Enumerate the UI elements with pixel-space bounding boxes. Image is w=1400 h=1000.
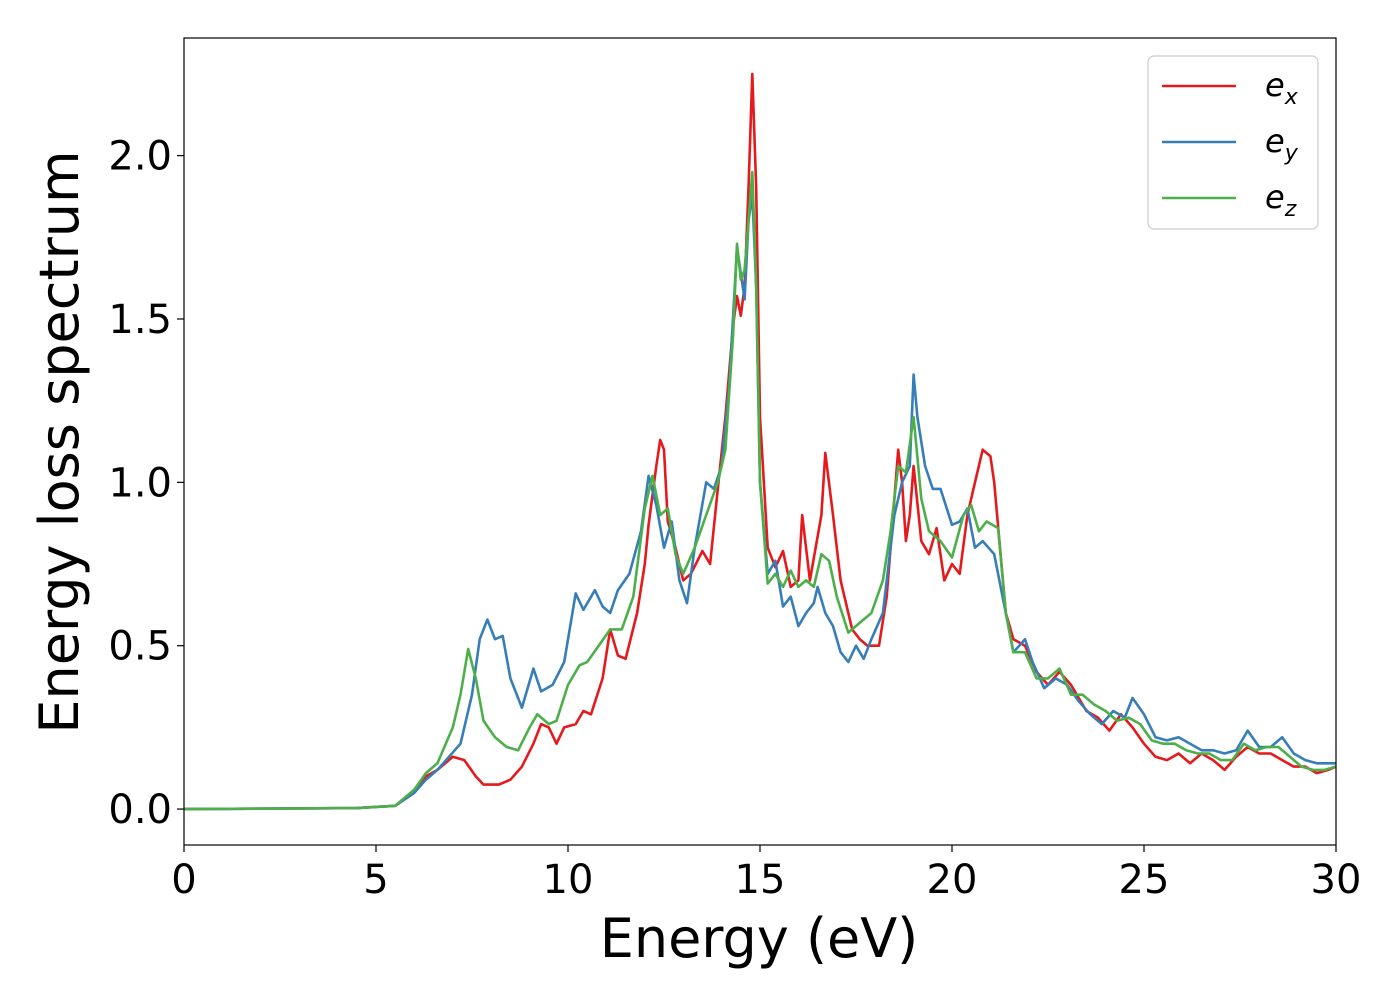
series-line-ez bbox=[184, 170, 1336, 811]
y-tick-label: 0.0 bbox=[108, 787, 172, 833]
y-tick-label: 1.5 bbox=[108, 297, 172, 343]
y-tick-label: 0.5 bbox=[108, 624, 172, 670]
y-tick-label: 2.0 bbox=[108, 134, 172, 180]
series-line-ey bbox=[184, 193, 1336, 811]
x-tick-label: 20 bbox=[927, 857, 978, 903]
legend: ex ey ez bbox=[1147, 55, 1319, 230]
legend-label-ez: ez bbox=[1265, 178, 1297, 222]
legend-label-ey: ey bbox=[1265, 122, 1299, 166]
y-tick-label: 1.0 bbox=[108, 460, 172, 506]
x-axis-label: Energy (eV) bbox=[600, 907, 919, 970]
series-line-ex bbox=[184, 72, 1336, 811]
x-tick-label: 25 bbox=[1119, 857, 1170, 903]
x-tick-label: 10 bbox=[543, 857, 594, 903]
x-tick-label: 0 bbox=[171, 857, 196, 903]
x-tick-label: 30 bbox=[1311, 857, 1362, 903]
y-axis-ticks: 0.0 0.5 1.0 1.5 2.0 bbox=[108, 134, 184, 833]
x-tick-label: 5 bbox=[363, 857, 388, 903]
y-axis-label: Energy loss spectrum bbox=[28, 150, 91, 733]
legend-label-ex: ex bbox=[1265, 66, 1299, 110]
x-tick-label: 15 bbox=[735, 857, 786, 903]
x-axis-ticks: 0 5 10 15 20 25 30 bbox=[171, 845, 1361, 903]
